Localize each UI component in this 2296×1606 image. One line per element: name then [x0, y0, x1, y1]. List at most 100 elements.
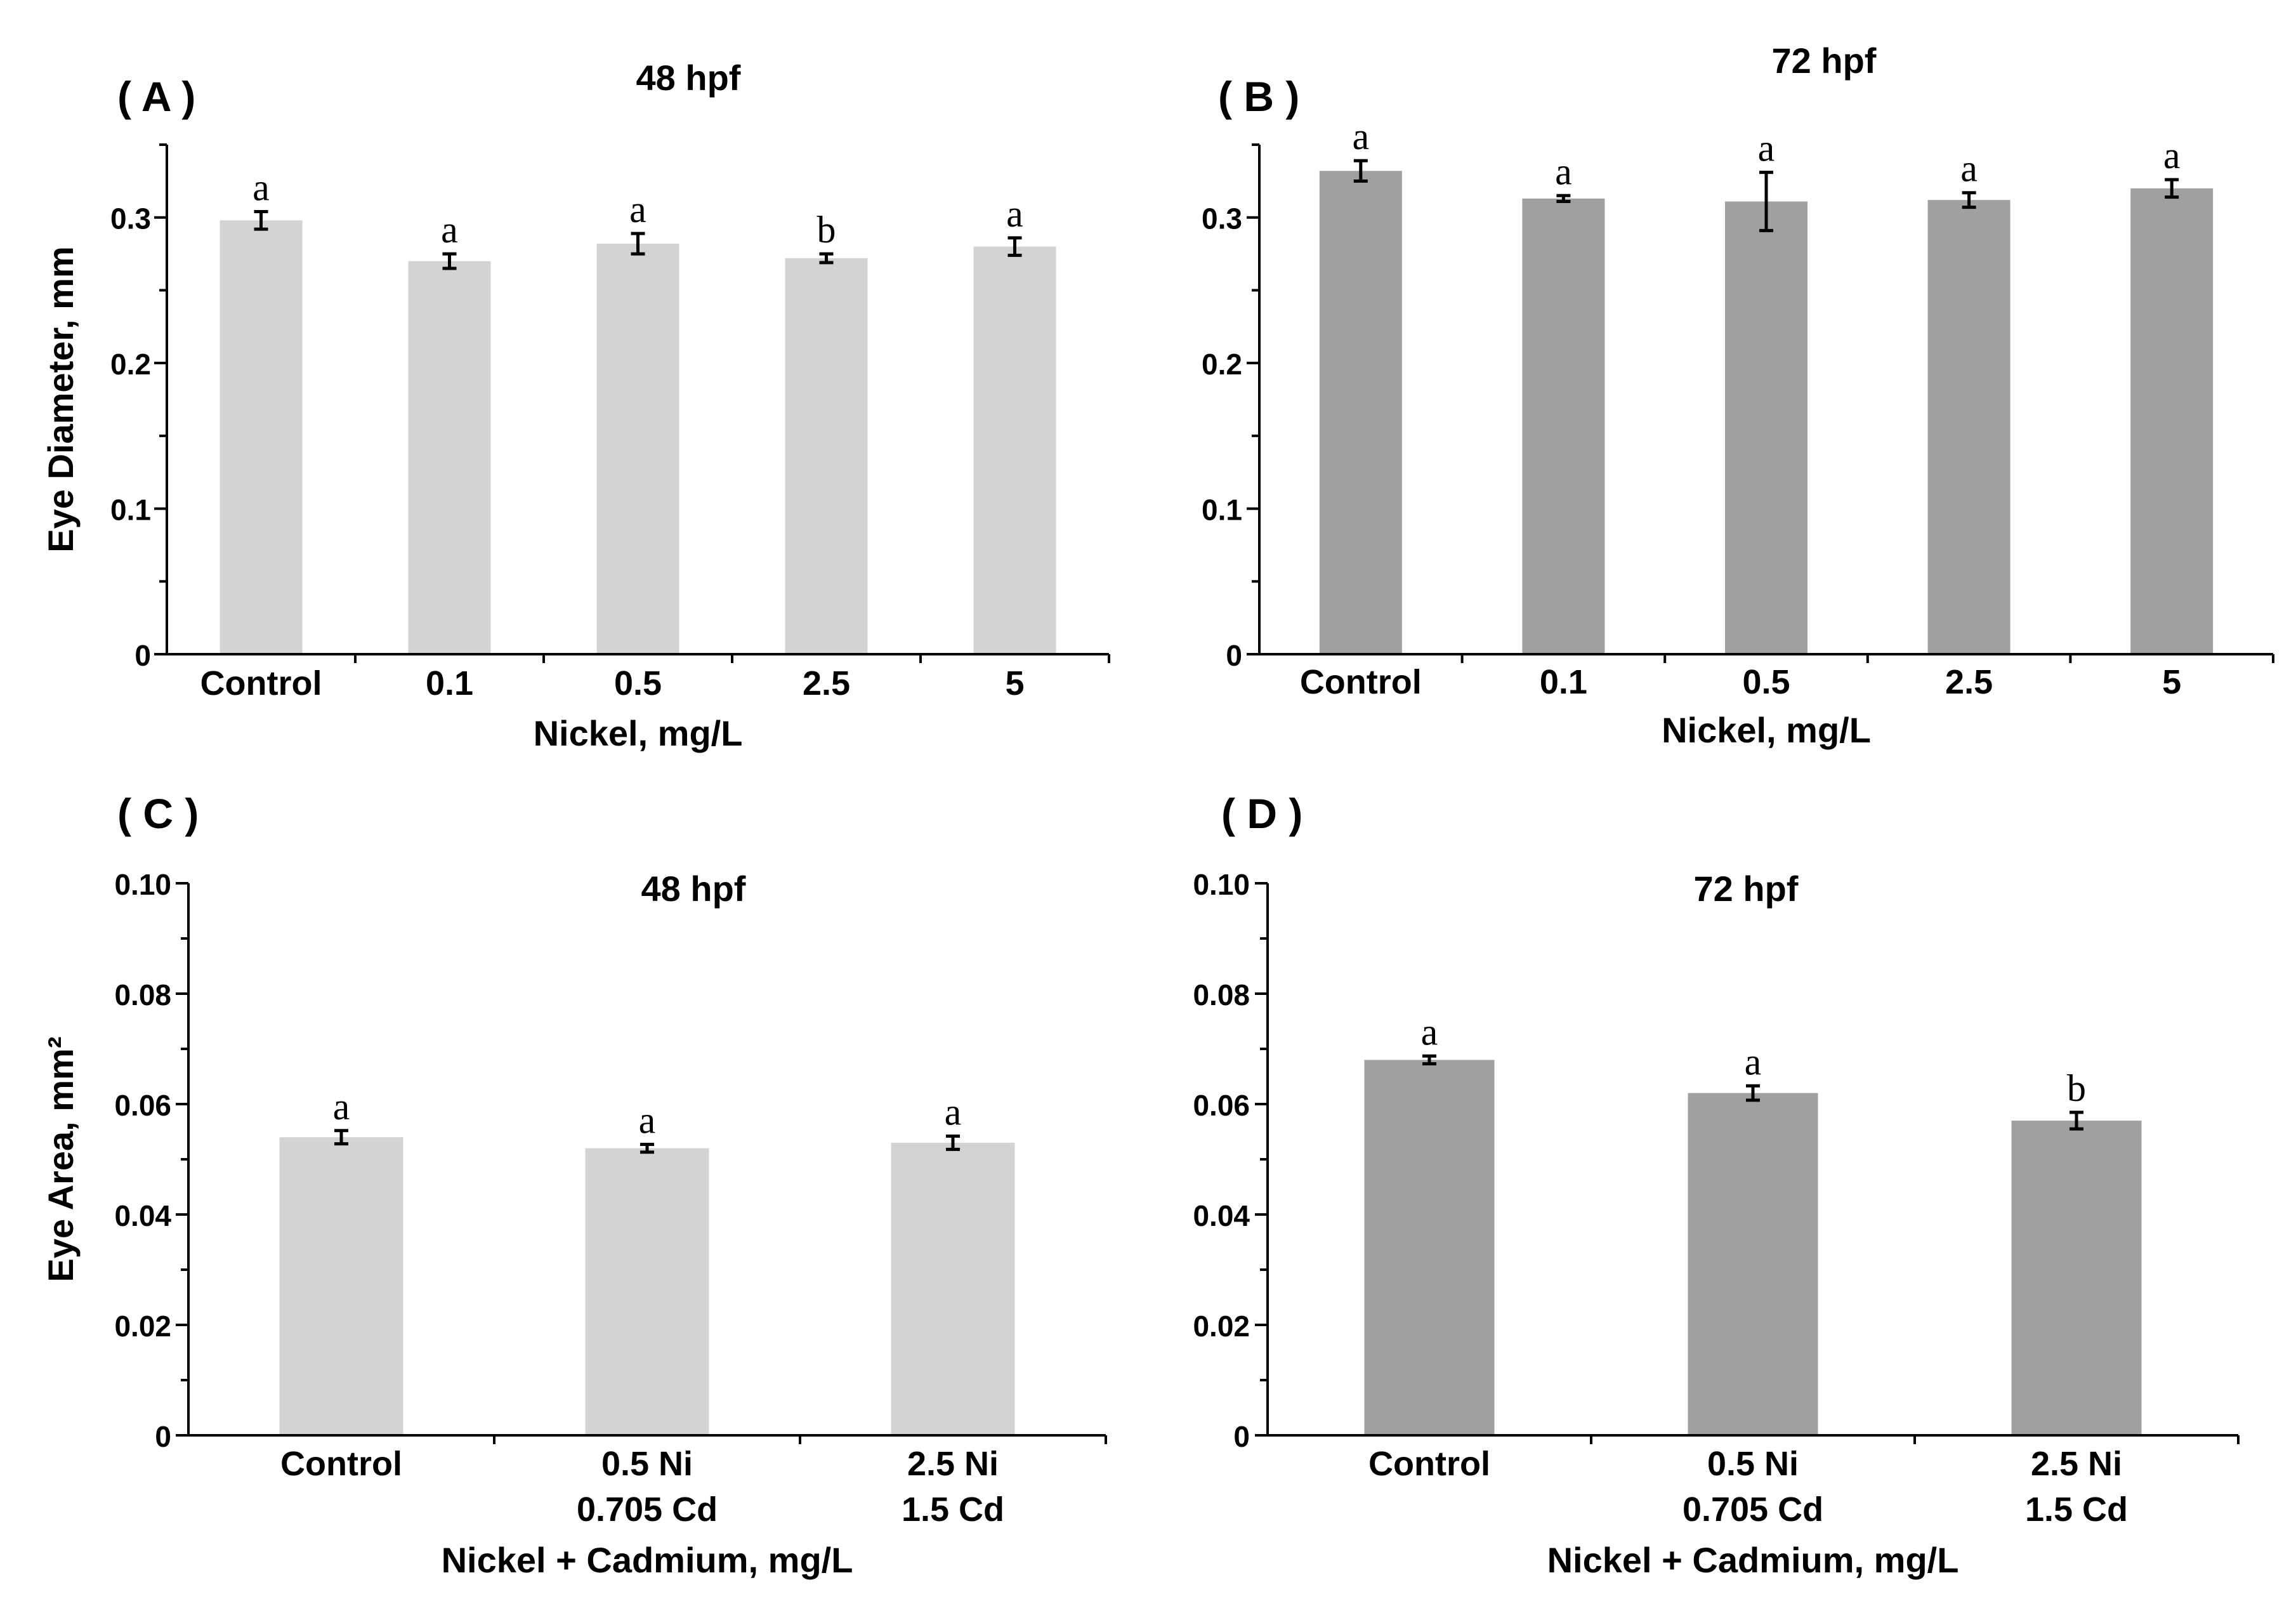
panel-letter: ( C ) [117, 790, 199, 837]
error-bar [819, 252, 834, 265]
panel-letter: ( A ) [117, 73, 195, 120]
x-tick-label: 0.5 [1742, 663, 1790, 701]
y-tick-label: 0 [155, 1420, 171, 1453]
error-bar [2165, 178, 2179, 199]
x-tick-label: 2.5 Ni [907, 1445, 999, 1483]
x-tick-label: 0.705 Cd [1683, 1491, 1823, 1529]
x-tick-label: 0.1 [1540, 663, 1587, 701]
y-tick-label: 0 [1233, 1420, 1250, 1453]
x-tick-label: 5 [1005, 664, 1024, 702]
bar [973, 246, 1056, 655]
y-tick-label: 0.02 [114, 1310, 171, 1343]
significance-letter: a [629, 188, 646, 230]
x-tick-label: Control [200, 664, 322, 702]
bar [585, 1148, 709, 1435]
chart-panel-c: ( C ) 48 hpf a Control a 0.5 Ni 0.705 Cd a 2.5 N… [41, 790, 1107, 1580]
bar [1522, 198, 1605, 655]
x-tick-label: 1.5 Cd [902, 1491, 1004, 1529]
x-tick-label: 0.5 Ni [1707, 1445, 1799, 1483]
bar [785, 258, 868, 654]
x-axis-label: Nickel + Cadmium, mg/L [442, 1540, 853, 1580]
bar [220, 220, 303, 654]
chart-title: 48 hpf [641, 869, 746, 909]
x-tick-label: 0.5 Ni [601, 1445, 693, 1483]
bar [596, 244, 679, 654]
y-tick-label: 0.3 [110, 202, 151, 235]
y-tick-label: 0.02 [1193, 1310, 1250, 1343]
significance-letter: a [2163, 135, 2181, 176]
y-tick-label: 0.10 [114, 868, 171, 901]
significance-letter: a [253, 167, 270, 209]
x-tick-label: 0.1 [426, 664, 473, 702]
panel-letter: ( B ) [1218, 73, 1299, 120]
x-tick-label: Control [1368, 1445, 1490, 1483]
bar [891, 1142, 1015, 1435]
error-bar [1556, 194, 1571, 203]
y-tick-label: 0.06 [1193, 1089, 1250, 1122]
y-tick-label: 0.2 [110, 348, 151, 381]
y-tick-label: 0 [134, 639, 151, 672]
x-tick-label: 2.5 [1945, 663, 1993, 701]
significance-letter: a [441, 209, 458, 251]
significance-letter: a [1352, 115, 1369, 157]
significance-letter: a [1421, 1011, 1438, 1053]
error-bar [442, 252, 457, 270]
bar [2130, 188, 2214, 654]
y-tick-label: 0.04 [1193, 1199, 1250, 1232]
significance-letter: a [639, 1100, 656, 1142]
error-bar [1759, 171, 1773, 232]
error-bar [1962, 191, 1976, 209]
significance-letter: a [945, 1091, 962, 1133]
panel-letter: ( D ) [1221, 790, 1302, 837]
significance-letter: a [333, 1086, 350, 1128]
y-tick-label: 0.1 [1202, 494, 1242, 527]
error-bar [640, 1143, 654, 1154]
significance-letter: a [1758, 128, 1775, 169]
chart-title: 72 hpf [1772, 41, 1877, 81]
error-bar [1007, 236, 1022, 257]
bar [1319, 171, 1402, 655]
x-tick-label: 0.5 [614, 664, 662, 702]
bar [1927, 200, 2011, 654]
bar [2011, 1121, 2142, 1435]
error-bar [1353, 159, 1368, 183]
x-tick-label: 5 [2162, 663, 2181, 701]
chart-panel-b: ( B ) 72 hpf a Control a 0.1 a 0.5 a 2.5 a 5 0 0.1 0.2… [1202, 41, 2274, 750]
error-bar [254, 210, 268, 231]
error-bar [2070, 1110, 2083, 1131]
x-axis-label: Nickel, mg/L [1662, 710, 1871, 750]
x-tick-label: 2.5 Ni [2031, 1445, 2122, 1483]
y-tick-label: 0.04 [114, 1199, 171, 1232]
x-tick-label: 1.5 Cd [2025, 1491, 2128, 1529]
y-tick-label: 0.08 [114, 978, 171, 1011]
error-bar [946, 1134, 960, 1151]
bar [279, 1137, 403, 1435]
x-tick-label: 0.705 Cd [577, 1491, 718, 1529]
x-axis-label: Nickel + Cadmium, mg/L [1547, 1540, 1959, 1580]
chart-panel-d: ( D ) 72 hpf a Control a 0.5 Ni 0.705 Cd b 2.5 N… [1193, 790, 2240, 1580]
bar [1364, 1060, 1495, 1435]
y-axis-label: Eye Diameter, mm [41, 246, 81, 552]
y-tick-label: 0.10 [1193, 868, 1250, 901]
y-tick-label: 0.2 [1202, 348, 1242, 381]
chart-title: 48 hpf [636, 58, 741, 98]
significance-letter: a [1745, 1041, 1762, 1083]
error-bar [1422, 1054, 1436, 1065]
y-tick-label: 0.3 [1202, 202, 1242, 235]
y-tick-label: 0.1 [110, 494, 151, 527]
significance-letter: a [1555, 150, 1572, 192]
significance-letter: a [1006, 193, 1023, 235]
bar [408, 261, 491, 654]
bar [1688, 1093, 1818, 1435]
y-tick-label: 0.08 [1193, 978, 1250, 1011]
significance-letter: a [1960, 148, 1978, 190]
error-bar [334, 1129, 348, 1146]
significance-letter: b [817, 209, 836, 251]
chart-title: 72 hpf [1694, 869, 1799, 909]
error-bar [631, 232, 645, 256]
x-tick-label: Control [280, 1445, 402, 1483]
chart-panel-a: ( A ) 48 hpf a Control a 0.1 a 0.5 b 2.5 a 5 0 0.1 0.2… [41, 58, 1110, 753]
error-bar [1746, 1084, 1760, 1102]
y-tick-label: 0.06 [114, 1089, 171, 1122]
